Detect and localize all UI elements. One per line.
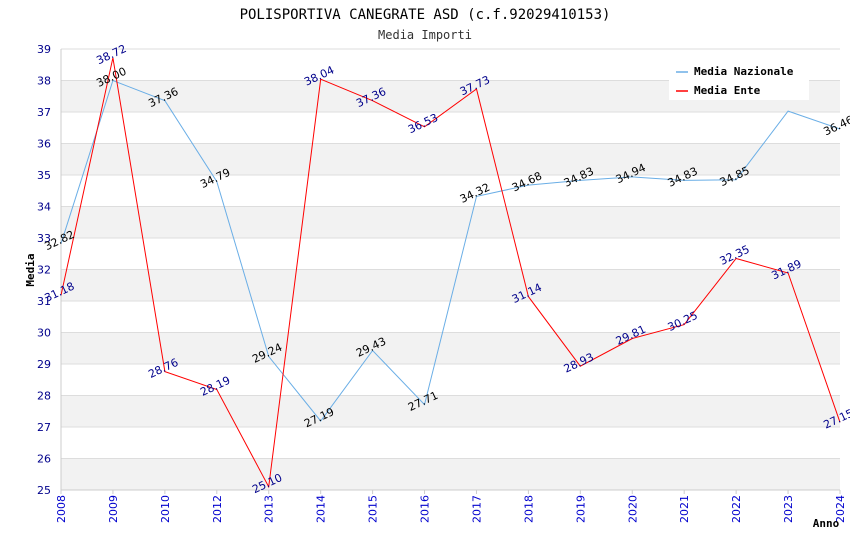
y-tick-label: 35: [37, 169, 51, 182]
legend-label-ente: Media Ente: [694, 84, 761, 97]
x-tick-label: 2009: [107, 495, 120, 523]
plot-band: [61, 364, 840, 396]
plot-band: [61, 301, 840, 333]
x-tick-label: 2013: [263, 495, 276, 523]
series-lines: [60, 57, 841, 489]
chart-title: POLISPORTIVA CANEGRATE ASD (c.f.92029410…: [240, 7, 611, 23]
y-tick-label: 37: [37, 106, 51, 119]
x-axis-label: Anno: [813, 517, 840, 530]
x-tick-label: 2015: [367, 495, 380, 523]
series-line-media-nazionale: [60, 79, 841, 422]
grid-lines: [61, 48, 840, 491]
legend-box: [669, 60, 809, 100]
x-tick-label: 2020: [626, 495, 639, 523]
x-tick-label: 2014: [315, 495, 328, 523]
legend-label-nazionale: Media Nazionale: [694, 65, 794, 78]
y-tick-label: 29: [37, 358, 51, 371]
plot-band: [61, 238, 840, 270]
x-tick-label: 2016: [419, 495, 432, 523]
y-tick-label: 31: [37, 295, 51, 308]
x-tick-label: 2023: [782, 495, 795, 523]
y-tick-label: 26: [37, 453, 51, 466]
plot-band: [61, 332, 840, 364]
plot-band: [61, 143, 840, 175]
x-tick-label: 2010: [159, 495, 172, 523]
y-tick-label: 30: [37, 327, 51, 340]
plot-band: [61, 269, 840, 301]
x-tick-label: 2022: [730, 495, 743, 523]
legend: Media Nazionale Media Ente: [669, 60, 809, 100]
plot-band: [61, 427, 840, 459]
y-tick-label: 34: [37, 201, 51, 214]
x-tick-label: 2021: [678, 495, 691, 523]
y-tick-label: 36: [37, 138, 51, 151]
chart-subtitle: Media Importi: [378, 28, 472, 42]
y-tick-label: 33: [37, 232, 51, 245]
plot-band: [61, 395, 840, 427]
x-tick-label: 2024: [834, 495, 847, 523]
x-tick-label: 2008: [55, 495, 68, 523]
series-line-media-ente: [60, 57, 841, 489]
x-tick-label: 2019: [574, 495, 587, 523]
y-tick-label: 27: [37, 421, 51, 434]
y-tick-label: 38: [37, 75, 51, 88]
y-tick-labels: 25 26 27 28 29 30 31 32 33 34 35 36 37 38 39: [37, 43, 51, 497]
plot-bands: [61, 49, 840, 490]
y-tick-label: 25: [37, 484, 51, 497]
x-tick-labels: 2008 2009 2010 2012 2013 2014 2015 2016 2017 2018…: [55, 495, 847, 523]
y-axis-label: Media: [24, 253, 37, 286]
y-tick-label: 39: [37, 43, 51, 56]
x-tick-label: 2018: [522, 495, 535, 523]
y-tick-label: 28: [37, 390, 51, 403]
x-tick-label: 2012: [211, 495, 224, 523]
y-tick-label: 32: [37, 264, 51, 277]
x-tick-label: 2017: [470, 495, 483, 523]
plot-band: [61, 112, 840, 144]
plot-band: [61, 458, 840, 490]
plot-band: [61, 206, 840, 238]
axes: [60, 49, 841, 494]
